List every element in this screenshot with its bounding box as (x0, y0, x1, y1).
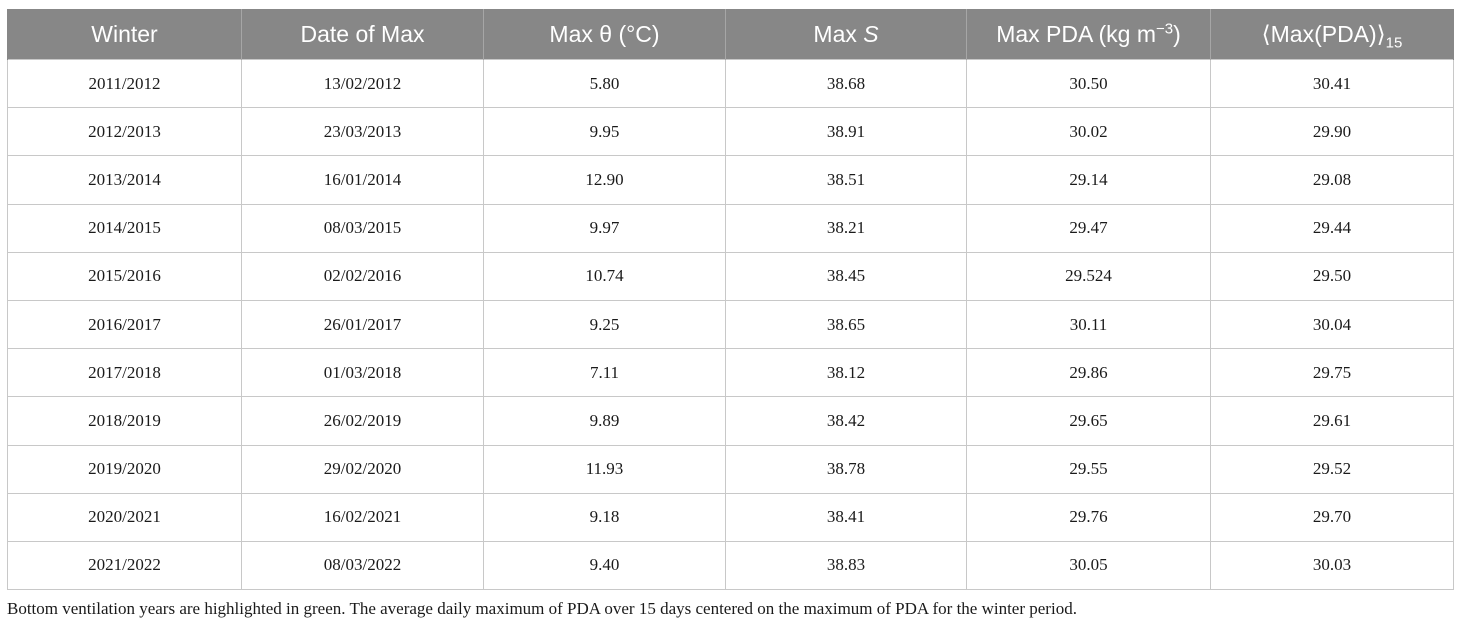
max-pda-cell: 30.50 (966, 58, 1211, 109)
date-of-max-cell: 26/01/2017 (241, 299, 484, 350)
table-row: 2018/2019 26/02/2019 9.89 38.42 29.65 29.61 (7, 396, 1454, 446)
winter-cell: 2019/2020 (7, 444, 242, 494)
table-body: 2011/2012 13/02/2012 5.80 38.68 30.50 30.41 20… (7, 58, 1454, 591)
max-theta-cell: 9.40 (483, 540, 726, 591)
winter-cell: 2016/2017 (7, 299, 242, 350)
date-of-max-cell: 16/02/2021 (241, 492, 484, 542)
max-theta-cell: 9.18 (483, 492, 726, 542)
date-of-max-cell: 16/01/2014 (241, 155, 484, 205)
avg-max-pda-cell: 29.90 (1210, 107, 1454, 157)
max-theta-cell: 5.80 (483, 58, 726, 109)
table-row: 2015/2016 02/02/2016 10.74 38.45 29.524 29.50 (7, 251, 1454, 301)
winter-cell: 2014/2015 (7, 203, 242, 253)
avg-max-pda-cell: 29.44 (1210, 203, 1454, 253)
max-theta-cell: 9.95 (483, 107, 726, 157)
max-s-cell: 38.91 (725, 107, 967, 157)
max-pda-cell: 29.14 (966, 155, 1211, 205)
header-max-theta: Max θ (°C) (483, 9, 726, 60)
max-s-cell: 38.83 (725, 540, 967, 591)
max-s-cell: 38.78 (725, 444, 967, 494)
date-of-max-cell: 02/02/2016 (241, 251, 484, 301)
date-of-max-cell: 13/02/2012 (241, 58, 484, 109)
avg-max-pda-cell: 30.03 (1210, 540, 1454, 591)
header-date-of-max: Date of Max (241, 9, 484, 60)
table-row: 2013/2014 16/01/2014 12.90 38.51 29.14 29.08 (7, 155, 1454, 205)
avg-max-pda-cell: 29.52 (1210, 444, 1454, 494)
table-header-row: Winter Date of Max Max θ (°C) Max S Max … (7, 9, 1454, 60)
max-theta-cell: 9.89 (483, 396, 726, 446)
winter-cell: 2013/2014 (7, 155, 242, 205)
table-row: 2012/2013 23/03/2013 9.95 38.91 30.02 29.90 (7, 107, 1454, 157)
winter-cell: 2015/2016 (7, 251, 242, 301)
avg-max-pda-cell: 29.61 (1210, 396, 1454, 446)
winter-cell: 2018/2019 (7, 396, 242, 446)
max-pda-cell: 30.05 (966, 540, 1211, 591)
max-s-cell: 38.45 (725, 251, 967, 301)
date-of-max-cell: 08/03/2022 (241, 540, 484, 591)
winter-pda-table: Winter Date of Max Max θ (°C) Max S Max … (7, 9, 1454, 591)
max-pda-cell: 29.76 (966, 492, 1211, 542)
data-table-container: Winter Date of Max Max θ (°C) Max S Max … (7, 9, 1454, 591)
avg-max-pda-cell: 29.75 (1210, 348, 1454, 398)
date-of-max-cell: 23/03/2013 (241, 107, 484, 157)
max-pda-cell: 29.524 (966, 251, 1211, 301)
date-of-max-cell: 08/03/2015 (241, 203, 484, 253)
table-row: 2011/2012 13/02/2012 5.80 38.68 30.50 30.41 (7, 58, 1454, 109)
avg-max-pda-cell: 29.50 (1210, 251, 1454, 301)
header-max-pda: Max PDA (kg m−3) (966, 9, 1211, 60)
max-s-cell: 38.68 (725, 58, 967, 109)
table-row: 2020/2021 16/02/2021 9.18 38.41 29.76 29.70 (7, 492, 1454, 542)
avg-max-pda-cell: 29.70 (1210, 492, 1454, 542)
max-s-cell: 38.51 (725, 155, 967, 205)
winter-cell: 2011/2012 (7, 58, 242, 109)
max-pda-cell: 29.65 (966, 396, 1211, 446)
table-row: 2019/2020 29/02/2020 11.93 38.78 29.55 29.52 (7, 444, 1454, 494)
table-row: 2014/2015 08/03/2015 9.97 38.21 29.47 29.44 (7, 203, 1454, 253)
max-pda-cell: 30.02 (966, 107, 1211, 157)
max-pda-cell: 30.11 (966, 299, 1211, 350)
max-theta-cell: 9.25 (483, 299, 726, 350)
winter-cell: 2017/2018 (7, 348, 242, 398)
header-max-s: Max S (725, 9, 967, 60)
max-theta-cell: 7.11 (483, 348, 726, 398)
max-pda-cell: 29.55 (966, 444, 1211, 494)
date-of-max-cell: 01/03/2018 (241, 348, 484, 398)
max-theta-cell: 11.93 (483, 444, 726, 494)
max-pda-cell: 29.47 (966, 203, 1211, 253)
max-s-cell: 38.41 (725, 492, 967, 542)
max-theta-cell: 12.90 (483, 155, 726, 205)
date-of-max-cell: 26/02/2019 (241, 396, 484, 446)
header-winter: Winter (7, 9, 242, 60)
table-row: 2017/2018 01/03/2018 7.11 38.12 29.86 29.75 (7, 348, 1454, 398)
table-row: 2016/2017 26/01/2017 9.25 38.65 30.11 30.04 (7, 299, 1454, 350)
avg-max-pda-cell: 30.41 (1210, 58, 1454, 109)
avg-max-pda-cell: 29.08 (1210, 155, 1454, 205)
date-of-max-cell: 29/02/2020 (241, 444, 484, 494)
max-theta-cell: 10.74 (483, 251, 726, 301)
max-pda-cell: 29.86 (966, 348, 1211, 398)
max-theta-cell: 9.97 (483, 203, 726, 253)
avg-max-pda-cell: 30.04 (1210, 299, 1454, 350)
table-footnote: Bottom ventilation years are highlighted… (7, 599, 1077, 618)
max-s-cell: 38.42 (725, 396, 967, 446)
max-s-cell: 38.12 (725, 348, 967, 398)
max-s-cell: 38.65 (725, 299, 967, 350)
table-row: 2021/2022 08/03/2022 9.40 38.83 30.05 30.03 (7, 540, 1454, 591)
winter-cell: 2020/2021 (7, 492, 242, 542)
winter-cell: 2012/2013 (7, 107, 242, 157)
max-s-cell: 38.21 (725, 203, 967, 253)
winter-cell: 2021/2022 (7, 540, 242, 591)
header-avg-max-pda: ⟨Max(PDA)⟩15 (1210, 9, 1454, 60)
